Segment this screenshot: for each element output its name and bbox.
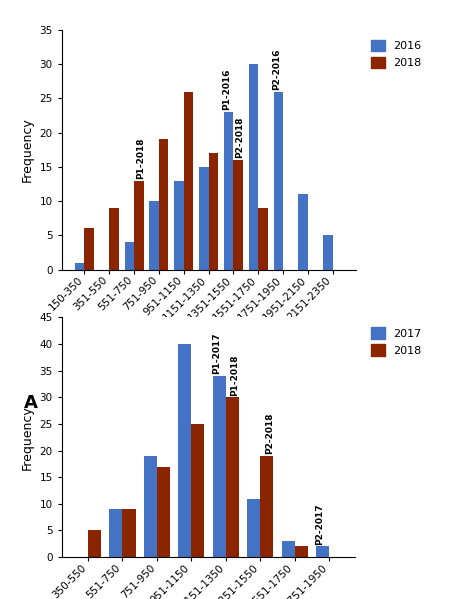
Bar bbox=[159, 140, 168, 270]
Bar bbox=[88, 531, 101, 557]
Bar bbox=[282, 541, 295, 557]
Bar bbox=[109, 208, 118, 270]
Text: A: A bbox=[23, 394, 37, 412]
Bar bbox=[249, 64, 258, 270]
Bar bbox=[323, 235, 333, 270]
Bar bbox=[209, 153, 218, 270]
Legend: 2016, 2018: 2016, 2018 bbox=[367, 35, 426, 73]
Bar bbox=[226, 397, 239, 557]
Bar bbox=[109, 509, 122, 557]
Text: P2-2018: P2-2018 bbox=[236, 116, 244, 158]
Bar bbox=[233, 160, 243, 270]
Legend: 2017, 2018: 2017, 2018 bbox=[367, 323, 426, 361]
Text: P2-2017: P2-2017 bbox=[316, 503, 325, 545]
Text: P1-2016: P1-2016 bbox=[222, 68, 231, 110]
Bar bbox=[191, 424, 204, 557]
Bar bbox=[75, 263, 84, 270]
Bar bbox=[184, 92, 193, 270]
Bar bbox=[144, 456, 157, 557]
Bar bbox=[258, 208, 268, 270]
Bar bbox=[178, 344, 191, 557]
Bar bbox=[157, 467, 170, 557]
Y-axis label: Frequency: Frequency bbox=[21, 117, 34, 182]
Bar bbox=[199, 167, 209, 270]
Bar bbox=[316, 546, 329, 557]
Text: P2-2018: P2-2018 bbox=[264, 413, 273, 454]
Bar bbox=[260, 456, 273, 557]
Bar bbox=[295, 546, 308, 557]
Bar bbox=[125, 242, 134, 270]
Bar bbox=[273, 92, 283, 270]
X-axis label: AUDPC: AUDPC bbox=[182, 328, 236, 342]
Text: P2-2016: P2-2016 bbox=[272, 48, 281, 89]
Bar bbox=[247, 498, 260, 557]
Bar bbox=[134, 180, 144, 270]
Bar bbox=[122, 509, 136, 557]
Bar bbox=[213, 376, 226, 557]
Bar bbox=[299, 194, 308, 270]
Bar bbox=[174, 180, 184, 270]
Bar bbox=[149, 201, 159, 270]
Y-axis label: Frequency: Frequency bbox=[21, 405, 34, 470]
Text: P1-2018: P1-2018 bbox=[136, 137, 145, 179]
Text: P1-2017: P1-2017 bbox=[212, 333, 221, 374]
Bar bbox=[224, 112, 233, 270]
Bar bbox=[84, 228, 94, 270]
Text: P1-2018: P1-2018 bbox=[230, 354, 239, 396]
